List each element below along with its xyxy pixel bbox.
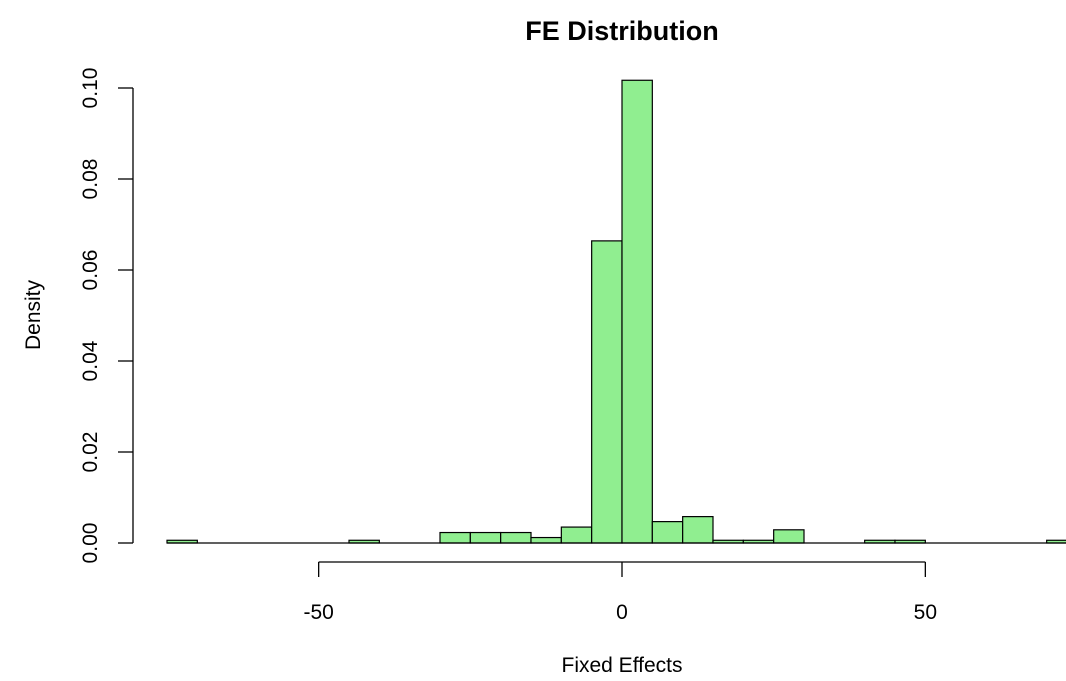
bars-group [166,79,1066,544]
y-tick-label: 0.10 [79,68,102,109]
histogram-bar [439,531,471,544]
histogram-bar [469,531,502,544]
y-tick-label: 0.06 [79,250,102,291]
x-tick-label: -50 [303,601,333,624]
histogram-bar [500,531,532,544]
x-tick-label: 0 [616,601,628,624]
histogram-bar [773,529,805,544]
x-axis-label: Fixed Effects [562,654,683,677]
chart-title: FE Distribution [525,16,718,46]
histogram-bar [530,536,562,544]
y-axis-label: Density [22,279,45,350]
x-tick-label: 50 [914,601,937,624]
histogram-bar [591,240,623,544]
y-tick-label: 0.00 [79,523,102,564]
histogram-bar [651,521,684,544]
histogram-bar [682,516,714,544]
y-tick-label: 0.04 [79,340,102,381]
y-tick-label: 0.02 [79,432,102,473]
y-tick-label: 0.08 [79,159,102,200]
histogram-bar [560,526,593,544]
y-axis: 0.00 0.02 0.04 0.06 0.08 0.10 [79,68,134,564]
x-axis: -50 0 50 [303,561,937,624]
histogram-bar [621,79,653,544]
